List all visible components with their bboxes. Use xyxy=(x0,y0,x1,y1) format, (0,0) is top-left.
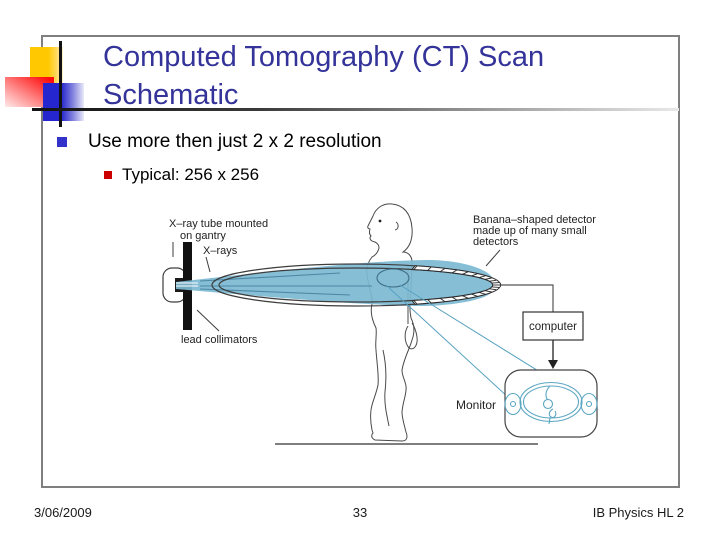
decoration-blue-square xyxy=(43,83,84,121)
bullet-square-red xyxy=(104,171,112,179)
ct-image xyxy=(504,381,598,425)
detector-segments xyxy=(413,265,500,305)
title-underline xyxy=(32,108,679,111)
footer-date: 3/06/2009 xyxy=(34,505,92,520)
patient-ear xyxy=(394,221,399,231)
footer-course: IB Physics HL 2 xyxy=(592,505,684,520)
label-detector-line3: detectors xyxy=(473,236,519,248)
patient-hand xyxy=(404,322,418,350)
beam-origin-lines xyxy=(176,282,198,287)
xray-beam xyxy=(176,260,494,306)
bullet-text-level2: Typical: 256 x 256 xyxy=(122,165,260,184)
slide-title: Computed Tomography (CT) Scan Schematic xyxy=(103,41,545,111)
label-xray-tube-line2: on gantry xyxy=(180,230,226,242)
arrowhead-icon xyxy=(548,360,558,369)
label-pointer-lines xyxy=(172,242,501,332)
bullet-square-blue xyxy=(57,137,67,147)
patient-eye xyxy=(378,219,382,223)
slide-content-frame xyxy=(41,35,680,488)
label-detector-line1: Banana–shaped detector xyxy=(473,214,596,226)
label-lead-collimators: lead collimators xyxy=(181,334,258,346)
patient-figure xyxy=(366,203,418,442)
detector-computer-wire xyxy=(501,284,554,312)
label-monitor: Monitor xyxy=(456,398,496,412)
ct-schematic-diagram: computer X–ray tube mounted on gantry X–… xyxy=(162,203,598,445)
footer-page-number: 33 xyxy=(352,505,368,520)
scan-slice-ellipse xyxy=(376,268,410,288)
bullet-text-level1: Use more then just 2 x 2 resolution xyxy=(88,131,382,152)
label-detector-line2: made up of many small xyxy=(473,225,587,237)
decoration-vertical-line xyxy=(59,41,62,127)
label-xray-tube-line1: X–ray tube mounted xyxy=(169,218,268,230)
label-xrays: X–rays xyxy=(203,245,238,257)
computer-label: computer xyxy=(529,321,577,333)
monitor-box xyxy=(504,369,598,438)
